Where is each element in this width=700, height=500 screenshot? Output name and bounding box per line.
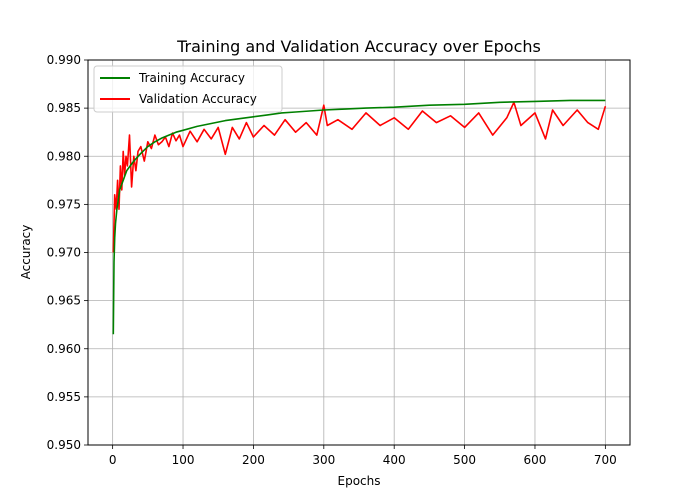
y-tick-label: 0.955: [47, 390, 81, 404]
y-axis-label: Accuracy: [19, 225, 33, 280]
training-accuracy-line: [112, 99, 606, 335]
x-tick-label: 600: [524, 453, 547, 467]
x-tick-label: 700: [594, 453, 617, 467]
y-tick-label: 0.985: [47, 101, 81, 115]
y-tick-label: 0.970: [47, 246, 81, 260]
x-tick-label: 300: [312, 453, 335, 467]
legend-label-validation: Validation Accuracy: [139, 92, 257, 106]
y-tick-label: 0.950: [47, 438, 81, 452]
x-tick-label: 100: [172, 453, 195, 467]
x-tick-label: 200: [242, 453, 265, 467]
x-tick-label: 400: [383, 453, 406, 467]
y-tick-label: 0.980: [47, 149, 81, 163]
y-tick-label: 0.965: [47, 294, 81, 308]
y-tick-label: 0.960: [47, 342, 81, 356]
x-axis-label: Epochs: [338, 474, 381, 488]
legend-box: [93, 65, 283, 113]
series-lines: [112, 99, 607, 335]
x-tick-label: 500: [453, 453, 476, 467]
y-axis-ticks: 0.950 0.955 0.960 0.965 0.970 0.975 0.980 0.985…: [47, 53, 88, 452]
y-tick-label: 0.975: [47, 197, 81, 211]
validation-accuracy-line: [112, 101, 607, 253]
chart-title: Training and Validation Accuracy over Ep…: [176, 37, 541, 56]
x-tick-label: 0: [109, 453, 117, 467]
y-tick-label: 0.990: [47, 53, 81, 67]
x-axis-ticks: 0 100 200 300 400 500 600 700: [109, 445, 617, 467]
legend: Training Accuracy Validation Accuracy: [93, 65, 283, 113]
legend-label-training: Training Accuracy: [138, 71, 245, 85]
